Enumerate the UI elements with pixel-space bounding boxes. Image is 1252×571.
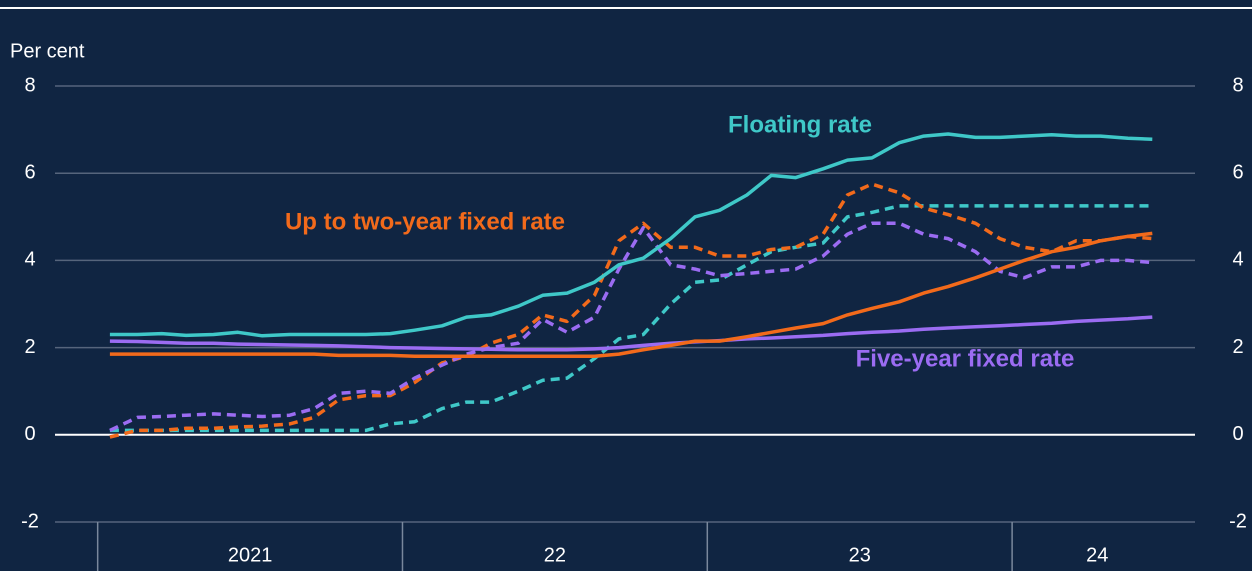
series-label: Floating rate (728, 111, 872, 138)
y2-tick-label: 0 (1232, 423, 1243, 445)
x-tick-label: 22 (544, 544, 566, 566)
series-label: Up to two-year fixed rate (285, 208, 565, 235)
x-tick-label: 24 (1086, 544, 1108, 566)
series-line (109, 231, 1153, 359)
series-line (109, 315, 1153, 352)
y-tick-label: 8 (24, 74, 35, 96)
y2-tick-label: 2 (1232, 336, 1243, 358)
y-tick-label: 6 (24, 161, 35, 183)
series-line (109, 132, 1153, 338)
y2-tick-label: 6 (1232, 161, 1243, 183)
y-axis-label: Per cent (10, 40, 85, 62)
series-line-dashed (109, 204, 1153, 433)
x-tick-label: 2021 (228, 544, 273, 566)
y2-tick-label: 4 (1232, 249, 1243, 271)
y-tick-label: 2 (24, 336, 35, 358)
series-label: Five-year fixed rate (856, 345, 1075, 372)
series-line-dashed (109, 182, 1153, 439)
y-tick-label: -2 (21, 510, 39, 532)
y2-tick-label: -2 (1229, 510, 1247, 532)
y2-tick-label: 8 (1232, 74, 1243, 96)
y-tick-label: 0 (24, 423, 35, 445)
x-tick-label: 23 (849, 544, 871, 566)
y-tick-label: 4 (24, 249, 35, 271)
